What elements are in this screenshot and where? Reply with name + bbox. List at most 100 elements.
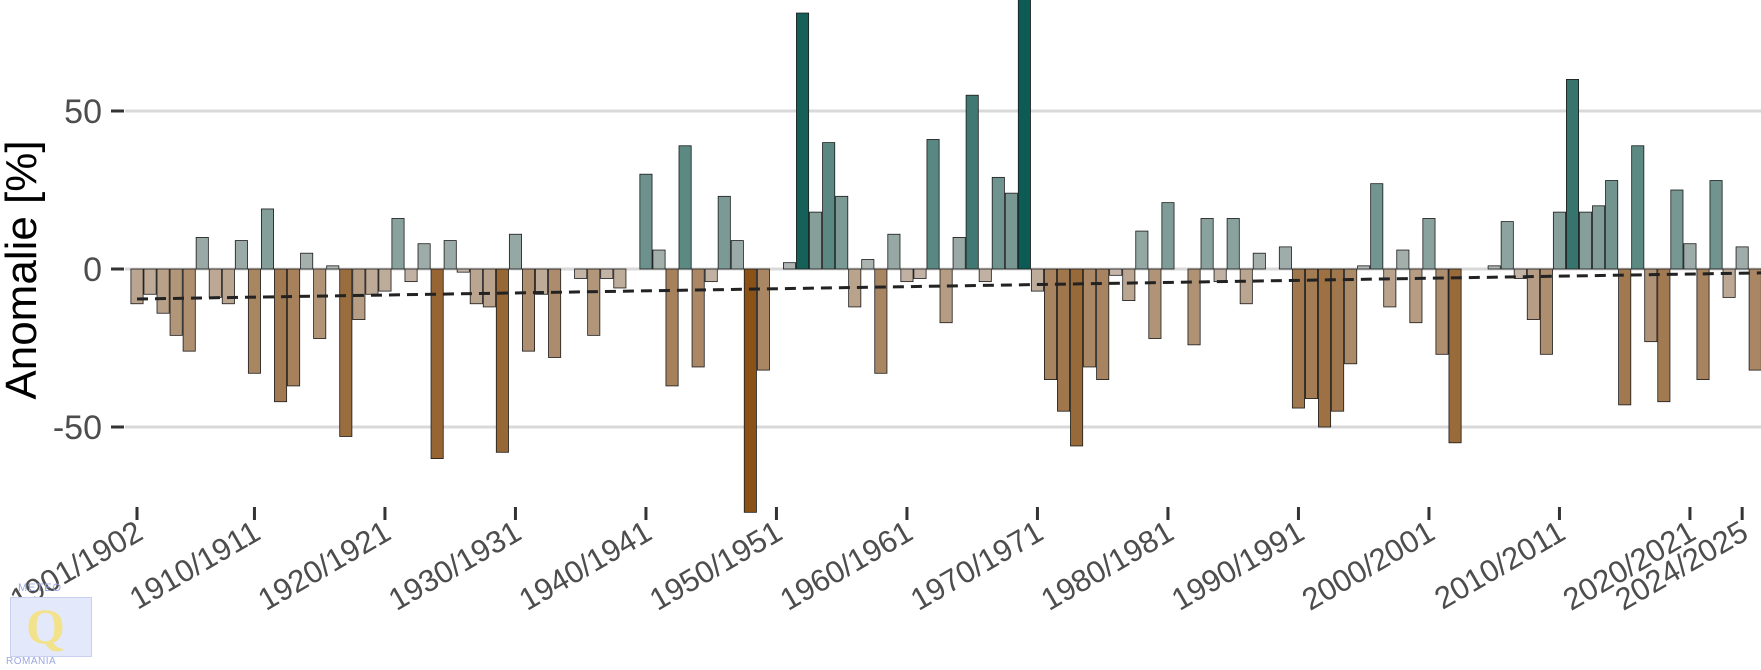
bar	[704, 268, 718, 283]
bar	[978, 268, 992, 283]
bar	[900, 268, 914, 283]
bar	[1109, 268, 1123, 276]
bar	[1579, 211, 1593, 270]
x-tick-label: 1970/1971	[905, 514, 1049, 618]
x-tick-label: 2010/2011	[1429, 514, 1571, 616]
bar	[182, 268, 196, 352]
bar	[965, 94, 979, 270]
bar	[639, 173, 653, 270]
bar	[378, 268, 392, 292]
x-tick-label: 1980/1981	[1035, 514, 1179, 618]
y-axis: -50 0 50	[53, 93, 124, 447]
bar	[1135, 230, 1149, 270]
bar	[874, 268, 888, 374]
bar	[221, 268, 235, 305]
bar	[652, 249, 666, 270]
bar	[1017, 0, 1031, 270]
bar	[809, 211, 823, 270]
bar	[796, 12, 810, 270]
bar	[756, 268, 770, 371]
bar	[991, 176, 1005, 270]
bar	[1161, 202, 1175, 270]
bar	[678, 145, 692, 270]
bar	[587, 268, 601, 336]
x-tick-label: 1990/1991	[1166, 514, 1310, 618]
bar	[952, 236, 966, 270]
bar	[1148, 268, 1162, 339]
bar	[169, 268, 183, 336]
bar	[300, 252, 314, 270]
y-tick-label: -50	[53, 409, 102, 447]
meteo-romania-logo: METEO Q ROMANIA	[4, 580, 96, 668]
logo-bottom-text: ROMANIA	[6, 656, 57, 667]
x-tick-label: 1960/1961	[774, 514, 918, 618]
bars	[130, 0, 1761, 513]
bar	[508, 233, 522, 270]
bar	[1566, 79, 1580, 270]
bar	[535, 268, 549, 295]
trend-line	[136, 271, 1761, 301]
bar	[1291, 268, 1305, 409]
bar	[443, 240, 457, 270]
bar	[1030, 268, 1044, 292]
bar	[417, 243, 431, 270]
bar	[130, 268, 144, 305]
bar	[1670, 189, 1684, 270]
bar	[691, 268, 705, 368]
bar	[1631, 145, 1645, 270]
bar	[887, 233, 901, 270]
x-tick-label: 1950/1951	[644, 514, 788, 618]
bar	[574, 268, 588, 279]
bar	[522, 268, 536, 352]
bar	[1709, 180, 1723, 270]
bar	[1357, 265, 1371, 270]
bar	[391, 218, 405, 270]
logo-emblem	[10, 597, 92, 657]
x-tick-label: 2000/2001	[1296, 514, 1440, 618]
bar	[1344, 268, 1358, 365]
bar	[1422, 218, 1436, 270]
bar	[1278, 246, 1292, 270]
bar	[835, 195, 849, 270]
bar	[1448, 268, 1462, 444]
bar	[1735, 246, 1749, 270]
bar	[717, 195, 731, 270]
bar	[1500, 221, 1514, 270]
bar	[260, 208, 274, 270]
bar	[247, 268, 261, 374]
bar	[430, 268, 444, 460]
bar	[1122, 268, 1136, 302]
bar	[469, 268, 483, 305]
bar	[482, 268, 496, 308]
bar	[1383, 268, 1397, 308]
logo-q-glyph: Q	[26, 598, 65, 654]
bar	[1539, 268, 1553, 355]
trend-line-path	[136, 271, 1761, 301]
bar	[1096, 268, 1110, 380]
bar	[313, 268, 327, 339]
y-axis-label: Anomalie [%]	[0, 140, 46, 399]
bar	[1657, 268, 1671, 403]
bar	[1187, 268, 1201, 346]
bar	[1200, 218, 1214, 270]
bar	[1044, 268, 1058, 380]
bar	[195, 236, 209, 270]
bar	[743, 268, 757, 513]
bar	[600, 268, 614, 279]
bar	[1592, 205, 1606, 270]
bar	[1748, 268, 1761, 371]
bar	[613, 268, 627, 289]
bar	[274, 268, 288, 403]
bar	[1605, 180, 1619, 270]
bar	[913, 268, 927, 279]
x-tick-label: 1920/1921	[252, 514, 396, 618]
bar	[1083, 268, 1097, 368]
x-axis: 1901/19021910/19111920/19211930/19311940…	[4, 507, 1754, 617]
bar	[1722, 268, 1736, 298]
bar	[1396, 249, 1410, 270]
bar	[1683, 243, 1697, 270]
bar	[926, 139, 940, 270]
x-tick-label: 1930/1931	[383, 514, 527, 618]
x-tick-label: 1940/1941	[513, 514, 657, 618]
